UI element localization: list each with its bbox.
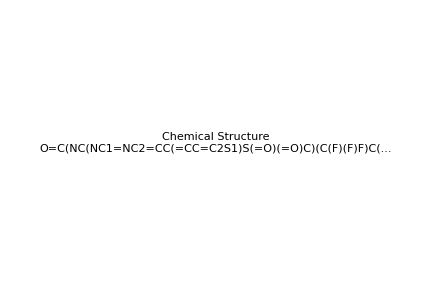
Text: Chemical Structure
O=C(NC(NC1=NC2=CC(=CC=C2S1)S(=O)(=O)C)(C(F)(F)F)C(...: Chemical Structure O=C(NC(NC1=NC2=CC(=CC… (40, 132, 392, 154)
